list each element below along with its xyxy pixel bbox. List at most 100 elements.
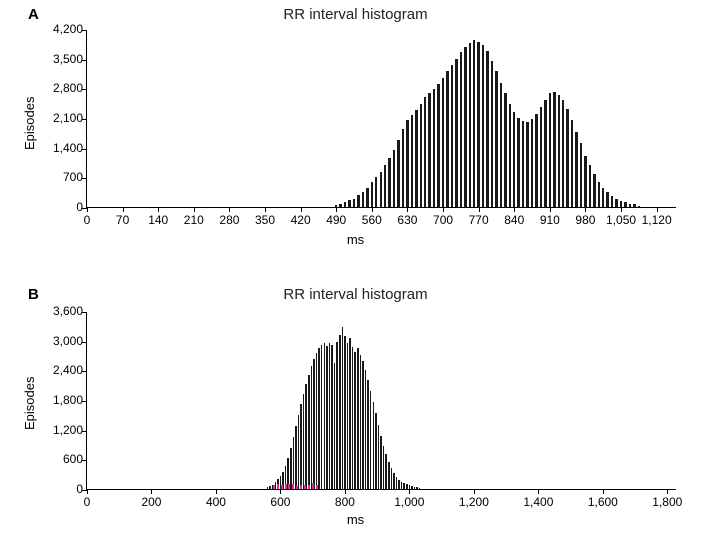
histogram-bar	[411, 115, 413, 207]
panel-a-ylabel: Episodes	[22, 97, 37, 150]
xtick-mark	[216, 489, 217, 494]
panel-b-ylabel: Episodes	[22, 377, 37, 430]
xtick-label: 1,600	[588, 495, 618, 509]
histogram-bar	[393, 150, 395, 207]
histogram-bar	[335, 205, 337, 207]
xtick-label: 140	[148, 213, 168, 227]
histogram-bar	[397, 140, 399, 207]
xtick-mark	[372, 207, 373, 212]
histogram-bar	[305, 384, 307, 489]
histogram-bar	[451, 65, 453, 207]
histogram-bar	[406, 484, 408, 489]
xtick-label: 560	[362, 213, 382, 227]
xtick-label: 0	[84, 213, 91, 227]
histogram-bar	[638, 206, 640, 207]
histogram-bar	[401, 482, 403, 489]
histogram-bar	[375, 413, 377, 489]
magenta-mark	[285, 484, 287, 489]
histogram-bar	[424, 97, 426, 207]
histogram-bar	[293, 437, 295, 489]
xtick-label: 210	[184, 213, 204, 227]
histogram-bar	[339, 204, 341, 207]
histogram-bar	[393, 473, 395, 489]
histogram-bar	[455, 59, 457, 207]
histogram-bar	[357, 348, 359, 489]
ytick-label: 3,500	[53, 52, 87, 66]
histogram-bar	[486, 51, 488, 207]
histogram-bar	[495, 71, 497, 207]
histogram-bar	[589, 165, 591, 207]
histogram-bar	[380, 172, 382, 207]
magenta-mark	[296, 486, 298, 489]
histogram-bar	[365, 370, 367, 489]
xtick-mark	[443, 207, 444, 212]
xtick-label: 420	[291, 213, 311, 227]
histogram-bar	[362, 192, 364, 207]
histogram-bar	[267, 487, 269, 489]
xtick-label: 910	[540, 213, 560, 227]
xtick-label: 1,400	[523, 495, 553, 509]
xtick-label: 630	[397, 213, 417, 227]
histogram-bar	[344, 202, 346, 207]
histogram-bar	[482, 45, 484, 207]
histogram-bar	[433, 89, 435, 207]
histogram-bar	[269, 486, 271, 489]
xtick-mark	[479, 207, 480, 212]
xtick-label: 600	[270, 495, 290, 509]
histogram-bar	[553, 92, 555, 207]
histogram-bar	[522, 121, 524, 207]
histogram-bar	[371, 182, 373, 207]
ytick-label: 3,600	[53, 304, 87, 318]
histogram-bar	[598, 182, 600, 207]
xtick-label: 0	[84, 495, 91, 509]
histogram-bar	[313, 359, 315, 489]
ytick-label: 2,400	[53, 363, 87, 377]
histogram-bar	[367, 380, 369, 489]
histogram-bar	[298, 415, 300, 489]
histogram-bar	[300, 404, 302, 489]
histogram-bar	[373, 402, 375, 489]
histogram-bar	[348, 200, 350, 207]
histogram-bar	[633, 204, 635, 207]
histogram-bar	[362, 361, 364, 489]
histogram-bar	[414, 487, 416, 489]
histogram-bar	[504, 93, 506, 207]
histogram-bar	[398, 480, 400, 489]
histogram-bar	[526, 122, 528, 207]
histogram-bar	[388, 462, 390, 489]
xtick-mark	[87, 207, 88, 212]
histogram-bar	[571, 120, 573, 207]
xtick-label: 280	[219, 213, 239, 227]
histogram-bar	[349, 338, 351, 489]
magenta-mark	[300, 485, 302, 489]
histogram-bar	[615, 199, 617, 207]
xtick-label: 1,050	[606, 213, 636, 227]
xtick-label: 70	[116, 213, 129, 227]
ytick-label: 1,400	[53, 141, 87, 155]
histogram-bar	[380, 436, 382, 489]
xtick-mark	[603, 489, 604, 494]
histogram-bar	[353, 199, 355, 207]
panel-a-title: RR interval histogram	[0, 6, 711, 23]
xtick-mark	[585, 207, 586, 212]
magenta-mark	[308, 485, 310, 489]
histogram-bar	[334, 363, 336, 489]
histogram-bar	[437, 84, 439, 207]
xtick-mark	[657, 207, 658, 212]
histogram-bar	[366, 188, 368, 207]
histogram-bar	[624, 202, 626, 207]
ytick-label: 600	[63, 452, 87, 466]
histogram-bar	[352, 347, 354, 489]
histogram-bar	[295, 426, 297, 489]
histogram-bar	[580, 143, 582, 207]
histogram-bar	[544, 100, 546, 207]
xtick-mark	[538, 489, 539, 494]
xtick-label: 770	[469, 213, 489, 227]
magenta-mark	[304, 485, 306, 489]
xtick-mark	[621, 207, 622, 212]
xtick-mark	[474, 489, 475, 494]
histogram-bar	[531, 119, 533, 207]
magenta-mark	[277, 484, 279, 489]
histogram-bar	[357, 195, 359, 207]
histogram-bar	[402, 129, 404, 207]
